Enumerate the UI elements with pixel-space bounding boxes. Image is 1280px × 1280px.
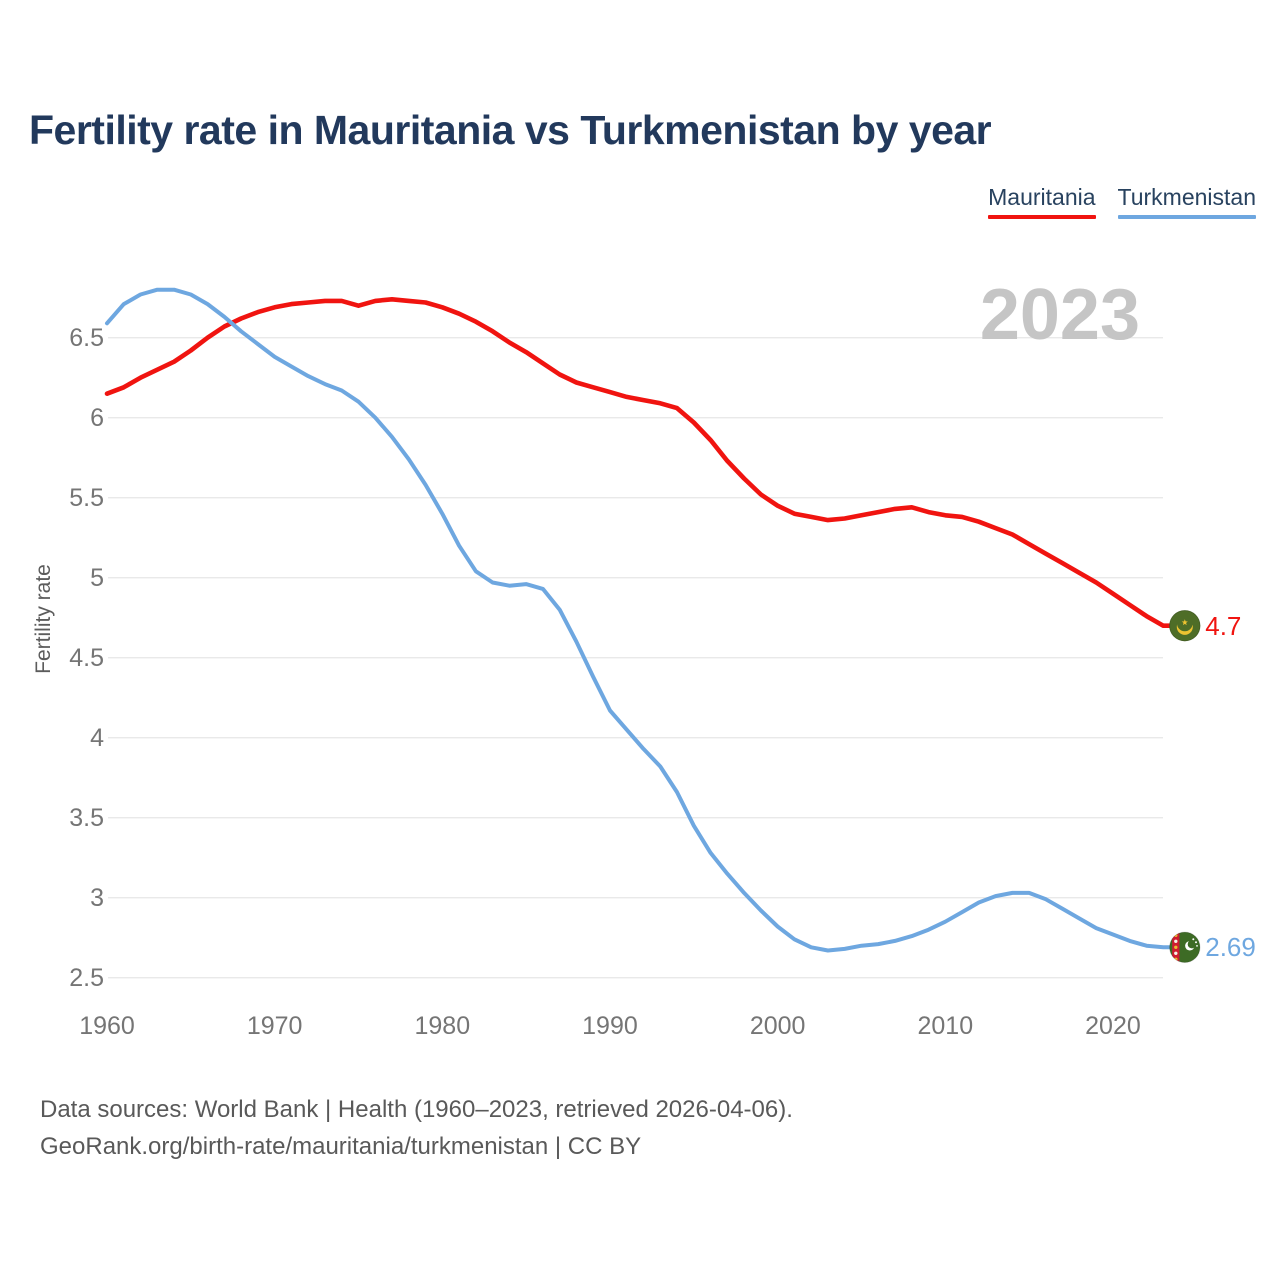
y-tick-label: 6: [90, 403, 104, 432]
x-tick-label: 1970: [246, 1012, 303, 1040]
legend-item-mauritania[interactable]: Mauritania: [988, 184, 1096, 220]
turkmenistan-flag-icon: [1169, 931, 1201, 963]
series-lines: [104, 287, 1173, 953]
gridlines: [108, 337, 1163, 979]
legend-item-turkmenistan[interactable]: Turkmenistan: [1117, 184, 1256, 220]
legend-color-bar-mauritania: [988, 215, 1096, 220]
y-tick-label: 4.5: [69, 643, 104, 672]
x-tick-label: 1990: [582, 1012, 638, 1040]
footer-attribution: GeoRank.org/birth-rate/mauritania/turkme…: [40, 1133, 642, 1160]
x-tick-label: 2000: [749, 1012, 806, 1040]
watermark-year: 2023: [979, 275, 1140, 355]
x-tick-label: 2020: [1085, 1012, 1141, 1040]
end-value-turkmenistan: 2.69: [1205, 932, 1256, 963]
x-tick-label: 2010: [917, 1012, 974, 1040]
y-tick-label: 4: [90, 723, 104, 752]
footer-sources: Data sources: World Bank | Health (1960–…: [40, 1096, 793, 1123]
legend-color-bar-turkmenistan: [1117, 215, 1256, 220]
y-tick-label: 3: [90, 883, 104, 912]
legend-label-mauritania: Mauritania: [988, 184, 1096, 210]
legend-label-turkmenistan: Turkmenistan: [1117, 184, 1256, 210]
y-tick-label: 2.5: [69, 963, 104, 992]
mauritania-flag-icon: [1169, 610, 1201, 642]
y-tick-label: 3.5: [69, 803, 104, 832]
series-line-mauritania: [104, 296, 1173, 629]
end-value-mauritania: 4.7: [1205, 610, 1242, 641]
footer: Data sources: World Bank | Health (1960–…: [40, 1091, 793, 1165]
x-tick-label: 1960: [79, 1012, 135, 1040]
y-tick-label: 5.5: [69, 483, 104, 512]
chart-title: Fertility rate in Mauritania vs Turkmeni…: [29, 107, 992, 153]
series-line-turkmenistan: [105, 287, 1173, 953]
legend: Mauritania Turkmenistan: [988, 184, 1256, 220]
x-tick-label: 1980: [414, 1012, 471, 1040]
y-tick-label: 6.5: [69, 323, 104, 352]
y-tick-label: 5: [90, 563, 104, 592]
